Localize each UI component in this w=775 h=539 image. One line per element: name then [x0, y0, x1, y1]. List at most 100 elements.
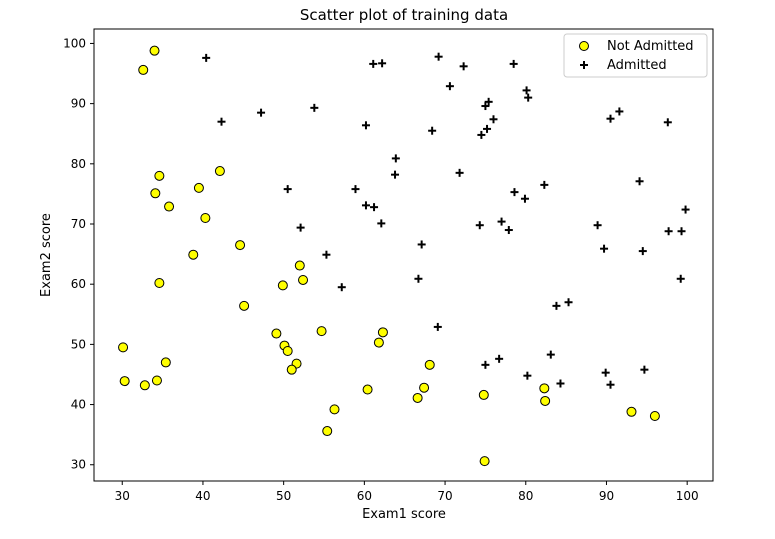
- not-admitted-point: [298, 274, 309, 285]
- not-admitted-point: [151, 375, 162, 386]
- chart-title: Scatter plot of training data: [300, 6, 508, 24]
- not-admitted-point: [479, 456, 490, 467]
- admitted-point: [322, 250, 331, 259]
- x-tick-label: 90: [599, 489, 614, 503]
- admitted-point: [202, 53, 211, 62]
- not-admitted-point: [119, 376, 130, 387]
- y-tick-label: 40: [71, 398, 86, 412]
- not-admitted-point: [649, 410, 660, 421]
- not-admitted-point: [271, 328, 282, 339]
- not-admitted-point: [286, 364, 297, 375]
- admitted-point: [509, 59, 518, 68]
- not-admitted-point: [164, 201, 175, 212]
- y-tick-label: 100: [63, 36, 86, 50]
- admitted-point: [681, 205, 690, 214]
- admitted-point: [635, 177, 644, 186]
- admitted-point: [257, 108, 266, 117]
- admitted-point: [351, 185, 360, 194]
- not-admitted-point: [139, 380, 150, 391]
- not-admitted-point: [200, 212, 211, 223]
- admitted-point: [510, 188, 519, 197]
- admitted-point: [601, 368, 610, 377]
- admitted-point: [497, 217, 506, 226]
- legend-plus-marker: [580, 61, 588, 69]
- admitted-point: [552, 301, 561, 310]
- admitted-point: [664, 227, 673, 236]
- admitted-point: [564, 298, 573, 307]
- admitted-point: [524, 93, 533, 102]
- x-tick-label: 100: [676, 489, 699, 503]
- not-admitted-point: [362, 384, 373, 395]
- admitted-point: [391, 154, 400, 163]
- admitted-point: [615, 107, 624, 116]
- admitted-point: [475, 221, 484, 230]
- not-admitted-point: [294, 260, 305, 271]
- x-axis: 30 40 50 60 70 80 90 100: [115, 481, 699, 503]
- admitted-point: [676, 274, 685, 283]
- admitted-point: [481, 102, 490, 111]
- y-axis-label: Exam2 score: [39, 213, 54, 297]
- y-tick-label: 70: [71, 217, 86, 231]
- admitted-point: [523, 371, 532, 380]
- admitted-point: [310, 103, 319, 112]
- admitted-point: [522, 86, 531, 95]
- not-admitted-point: [239, 300, 250, 311]
- legend-marker-admitted: [580, 61, 588, 69]
- x-tick-label: 60: [357, 489, 372, 503]
- admitted-point: [434, 52, 443, 61]
- not-admitted-point: [316, 326, 327, 337]
- x-tick-label: 70: [437, 489, 452, 503]
- admitted-point: [504, 226, 513, 235]
- admitted-point: [428, 126, 437, 135]
- admitted-point: [481, 360, 490, 369]
- admitted-point: [455, 168, 464, 177]
- y-tick-label: 30: [71, 458, 86, 472]
- not-admitted-point: [322, 426, 333, 437]
- x-axis-label: Exam1 score: [362, 507, 446, 522]
- x-tick-label: 50: [276, 489, 291, 503]
- admitted-point: [638, 247, 647, 256]
- admitted-point: [606, 114, 615, 123]
- not-admitted-point: [150, 188, 161, 199]
- legend-marker-not-admitted: [579, 41, 589, 51]
- not-admitted-point: [329, 404, 340, 415]
- legend-label-not-admitted: Not Admitted: [607, 39, 694, 54]
- admitted-point: [370, 203, 379, 212]
- y-tick-label: 90: [71, 97, 86, 111]
- admitted-point: [283, 185, 292, 194]
- admitted-point: [606, 380, 615, 389]
- not-admitted-point: [424, 359, 435, 370]
- y-tick-label: 50: [71, 337, 86, 351]
- not-admitted-point: [373, 337, 384, 348]
- admitted-point: [546, 350, 555, 359]
- admitted-point: [663, 118, 672, 127]
- admitted-point: [217, 117, 226, 126]
- admitted-point: [489, 115, 498, 124]
- not-admitted-point: [377, 327, 388, 338]
- admitted-point: [640, 365, 649, 374]
- not-admitted-point: [138, 64, 149, 75]
- not-admitted-point: [118, 342, 129, 353]
- admitted-point: [459, 62, 468, 71]
- not-admitted-point: [149, 45, 160, 56]
- admitted-point: [477, 130, 486, 139]
- admitted-point: [593, 221, 602, 230]
- admitted-point: [391, 170, 400, 179]
- not-admitted-point: [154, 277, 165, 288]
- admitted-point: [337, 283, 346, 292]
- not-admitted-point: [277, 280, 288, 291]
- not-admitted-point: [539, 383, 550, 394]
- not-admitted-point: [419, 382, 430, 393]
- admitted-point: [417, 240, 426, 249]
- admitted-point: [556, 379, 565, 388]
- legend-box: [563, 33, 708, 78]
- legend-circle-marker: [579, 41, 589, 51]
- admitted-point: [445, 82, 454, 91]
- not-admitted-point: [626, 406, 637, 417]
- not-admitted-point: [154, 170, 165, 181]
- admitted-point: [520, 194, 529, 203]
- not-admitted-point: [188, 249, 199, 260]
- x-tick-label: 80: [518, 489, 533, 503]
- admitted-point: [296, 223, 305, 232]
